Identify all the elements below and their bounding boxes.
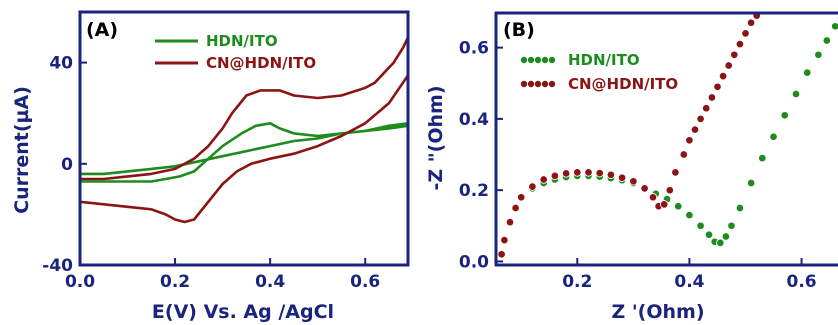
panel-b-legend-swatch-hdn — [520, 56, 557, 65]
panel-b-series-0-point — [721, 232, 731, 241]
panel-b-series-1-point — [701, 103, 711, 113]
panel-b-series-1-point — [497, 250, 506, 259]
panel-b-series-1-point — [718, 71, 728, 81]
panel-b-series-0-point — [673, 201, 683, 211]
panel-a-series-line-0 — [78, 122, 410, 183]
panel-b-series-1-point — [690, 125, 700, 134]
panel-a-series-layer — [78, 36, 410, 224]
panel-b-series-1-point — [511, 203, 520, 213]
panel-b-eis-chart: 0.2 0.4 0.6 0.6 0.4 0.2 0.0 (B) Z '(Ohm) -Z "(… — [425, 11, 838, 323]
panel-b-series-0-point — [802, 68, 812, 77]
panel-b-series-1-point — [500, 235, 509, 245]
panel-b-series-0-point — [704, 230, 714, 239]
panel-b-series-0-point — [780, 111, 789, 120]
panel-b-series-1-point — [659, 200, 669, 209]
panel-a-x-tick-label: 0.0 — [65, 272, 95, 292]
panel-b-series-1-point — [561, 169, 571, 178]
panel-b-series-0-point — [685, 210, 694, 220]
panel-b-series-1-point — [648, 193, 658, 202]
panel-b-series-0-point — [814, 50, 823, 60]
panel-a-y-tick-label: 0 — [61, 155, 73, 175]
panel-b-series-1-point — [617, 173, 627, 182]
panel-b-series-layer — [497, 12, 838, 259]
panel-b-x-axis-title: Z '(Ohm) — [611, 301, 704, 323]
panel-b-series-1-point — [746, 18, 756, 27]
panel-b-series-0-point — [735, 203, 745, 213]
panel-b-series-0-point — [696, 221, 705, 231]
panel-a-series-line-1 — [78, 36, 410, 224]
panel-b-series-1-point — [679, 150, 689, 159]
panel-b-series-1-point — [528, 182, 537, 191]
panel-b-series-1-point — [671, 168, 680, 177]
panel-a-ticks: 0.0 0.2 0.4 0.6 40 0 -40 — [42, 54, 380, 292]
panel-b-series-1-point — [707, 93, 717, 102]
panel-b-series-1-point — [665, 185, 675, 195]
panel-a-legend-label-cn: CN@HDN/ITO — [206, 54, 316, 72]
panel-a-cv-chart: 0.0 0.2 0.4 0.6 40 0 -40 (A) E(V) Vs. Ag /AgCl… — [11, 10, 410, 323]
panel-b-series-0-point — [822, 36, 832, 45]
panel-a-plot-frame — [78, 10, 410, 267]
panel-b-series-0-point — [758, 153, 767, 163]
panel-b-series-1-point — [573, 168, 582, 177]
panel-b-series-1-point — [584, 168, 593, 177]
panel-a-legend-label-hdn: HDN/ITO — [206, 32, 278, 50]
panel-b-series-0-point — [830, 22, 838, 31]
panel-b-series-1-point — [550, 171, 560, 181]
panel-a-legend: HDN/ITO CN@HDN/ITO — [155, 32, 316, 72]
panel-b-series-1-point — [606, 170, 616, 180]
panel-b-y-tick-label: 0.2 — [459, 181, 489, 201]
panel-b-series-1-point — [629, 177, 638, 186]
panel-b-series-1-point — [730, 50, 739, 60]
panel-a-y-tick-label: 40 — [49, 54, 73, 74]
panel-b-series-1-point — [685, 136, 694, 145]
panel-b-series-1-point — [516, 193, 526, 202]
panel-b-y-tick-label: 0.6 — [459, 39, 489, 59]
panel-a-x-tick-label: 0.2 — [160, 272, 190, 292]
panel-b-series-1-point — [696, 114, 705, 124]
panel-b-y-tick-label: 0.4 — [459, 110, 489, 130]
panel-b-series-1-point — [505, 217, 515, 227]
panel-b-series-1-point — [741, 29, 750, 38]
panel-b-series-0-point — [746, 178, 756, 188]
panel-b-series-1-point — [735, 39, 745, 49]
panel-b-series-1-point — [640, 184, 649, 193]
panel-a-x-tick-label: 0.6 — [350, 272, 380, 292]
panel-b-legend-label-cn: CN@HDN/ITO — [568, 75, 678, 93]
panel-b-ticks: 0.2 0.4 0.6 0.6 0.4 0.2 0.0 — [459, 39, 817, 292]
panel-b-series-0-point — [769, 132, 778, 141]
panel-b-x-tick-label: 0.2 — [562, 272, 592, 292]
panel-b-series-0-point — [727, 221, 736, 231]
panel-b-series-0-point — [791, 89, 801, 99]
panel-a-x-tick-label: 0.4 — [255, 272, 285, 292]
panel-b-x-tick-label: 0.6 — [786, 272, 816, 292]
panel-a-y-tick-label: -40 — [42, 256, 73, 276]
panel-b-x-tick-label: 0.4 — [674, 272, 704, 292]
panel-b-legend: HDN/ITO CN@HDN/ITO — [520, 51, 678, 93]
panel-b-series-1-point — [595, 168, 604, 178]
panel-b-legend-swatch-cn — [520, 80, 557, 89]
panel-b-y-tick-label: 0.0 — [459, 252, 489, 272]
panel-a-y-axis-title: Current(µA) — [11, 86, 33, 214]
panel-b-series-1-point — [724, 61, 733, 70]
panel-a-x-axis-title: E(V) Vs. Ag /AgCl — [152, 301, 334, 323]
panel-b-series-1-point — [539, 175, 548, 184]
panel-a-label: (A) — [86, 19, 118, 41]
panel-b-legend-label-hdn: HDN/ITO — [568, 51, 640, 69]
panel-b-series-0-point — [716, 238, 725, 248]
panel-b-y-axis-title: -Z "(Ohm) — [425, 85, 447, 190]
panel-b-label: (B) — [503, 19, 535, 41]
panel-b-series-1-point — [713, 82, 722, 92]
